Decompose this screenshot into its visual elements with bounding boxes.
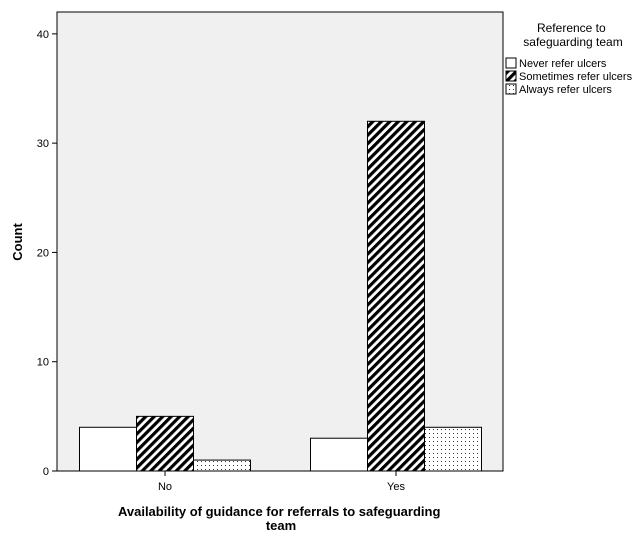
legend-label: Always refer ulcers [519,84,612,96]
x-axis-title: Availability of guidance for referrals t… [118,504,444,533]
y-tick-label: 0 [43,466,49,478]
x-tick-label: Yes [387,481,405,493]
bars [79,120,482,472]
bar-yes-sometimes-refer-ulcers [367,120,425,472]
legend: Reference to safeguarding team Never ref… [505,21,633,96]
bar-no-never-refer-ulcers [79,426,137,472]
bar-yes-always-refer-ulcers [424,426,482,472]
legend-swatch [505,83,517,95]
y-axis: 0 10 20 30 40 [37,29,57,478]
legend-title: Reference to safeguarding team [523,21,622,49]
plot-area [56,11,504,472]
bar-no-always-refer-ulcers [193,459,251,472]
legend-label: Sometimes refer ulcers [519,71,633,83]
bar-yes-never-refer-ulcers [310,437,368,472]
legend-swatch [505,57,517,69]
y-tick-label: 40 [37,29,49,41]
y-tick-label: 30 [37,138,49,150]
x-tick-label: No [158,481,172,493]
bar-no-sometimes-refer-ulcers [136,415,194,472]
y-axis-title: Count [10,223,25,261]
y-tick-label: 20 [37,247,49,259]
legend-label: Never refer ulcers [519,58,607,70]
legend-swatch [505,70,517,82]
x-axis: No Yes [158,471,405,493]
y-tick-label: 10 [37,357,49,369]
